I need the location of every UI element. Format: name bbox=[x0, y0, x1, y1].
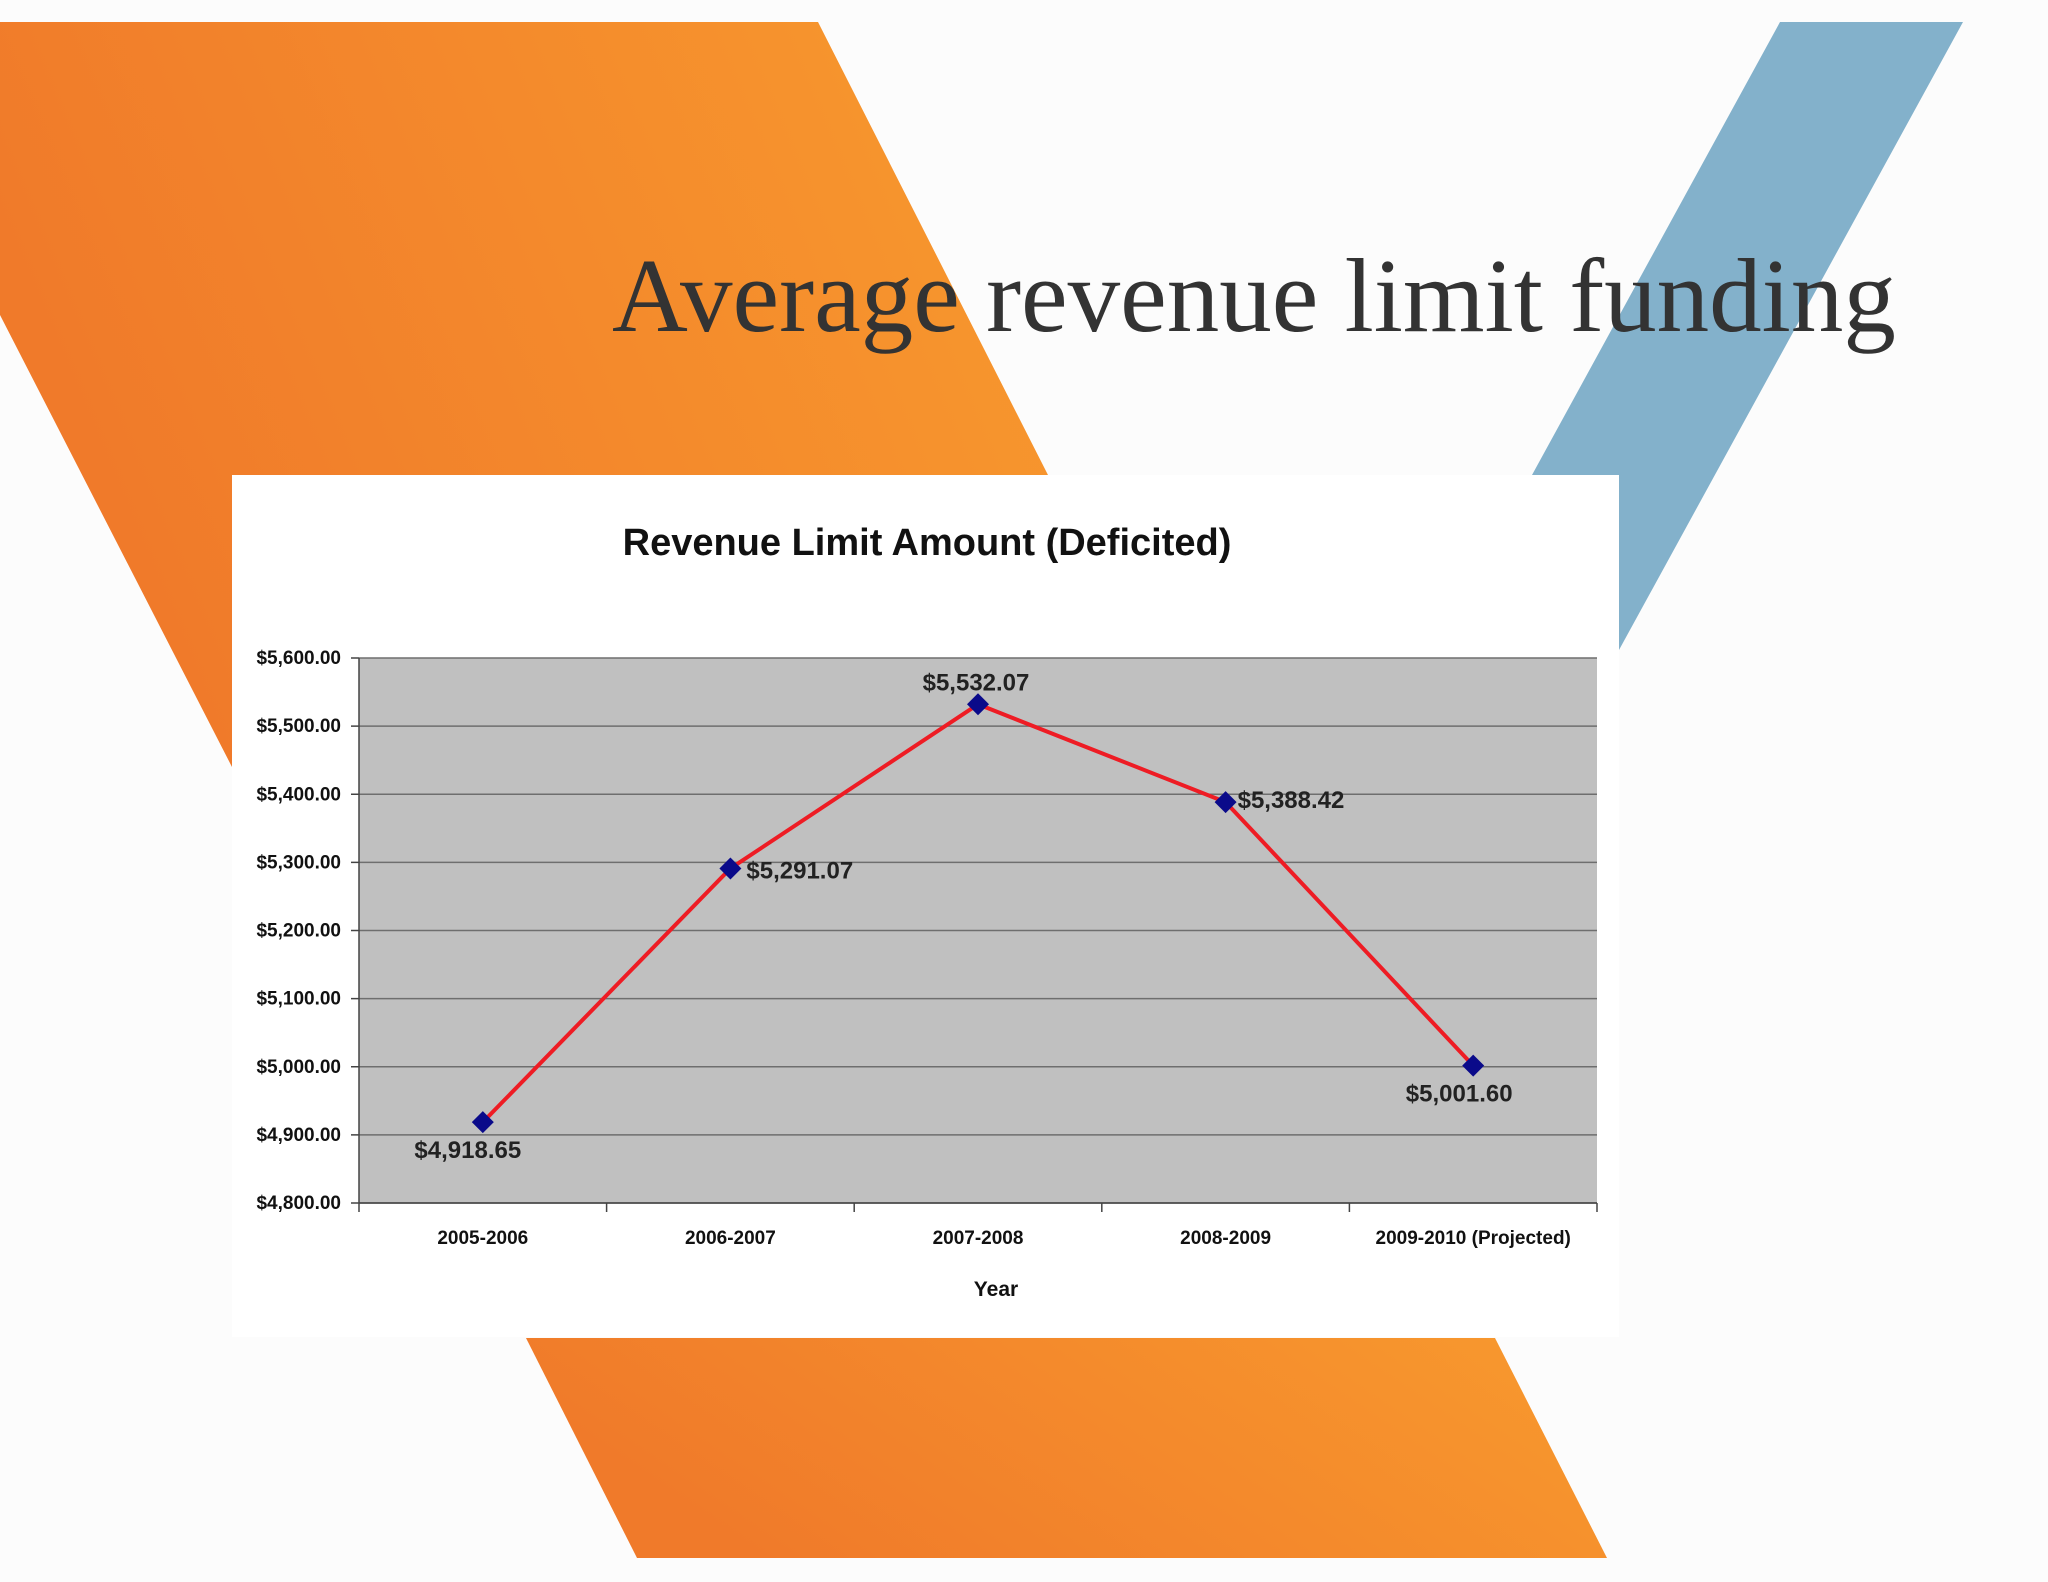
data-point-marker bbox=[471, 1111, 494, 1134]
chart-panel: Revenue Limit Amount (Deficited) $5,600.… bbox=[232, 475, 1619, 1337]
x-axis-ticks: 2005-2006 2006-2007 2007-2008 2008-2009 2009… bbox=[358, 1203, 1598, 1249]
x-tick-label: 2006-2007 bbox=[685, 1228, 776, 1249]
data-series bbox=[471, 693, 1485, 1134]
x-axis-title: Year bbox=[974, 1278, 1018, 1301]
data-label: $5,388.42 bbox=[1238, 787, 1345, 814]
data-point-marker bbox=[1462, 1054, 1485, 1077]
y-tick-label: $5,600.00 bbox=[256, 648, 341, 669]
x-tick-label: 2005-2006 bbox=[437, 1228, 528, 1249]
y-tick-label: $4,900.00 bbox=[256, 1125, 341, 1146]
data-label: $5,291.07 bbox=[746, 857, 853, 884]
chart-title: Revenue Limit Amount (Deficited) bbox=[623, 522, 1232, 564]
x-tick-label: 2008-2009 bbox=[1180, 1228, 1271, 1249]
y-tick-label: $5,400.00 bbox=[256, 784, 341, 805]
orange-top-shape bbox=[0, 22, 1048, 767]
data-point-marker bbox=[1214, 791, 1237, 814]
y-tick-label: $5,500.00 bbox=[256, 716, 341, 737]
orange-bottom-shape bbox=[526, 1338, 1607, 1558]
y-tick-label: $5,100.00 bbox=[256, 989, 341, 1010]
y-tick-label: $5,000.00 bbox=[256, 1057, 341, 1078]
gridlines bbox=[359, 657, 1597, 1204]
data-label: $5,532.07 bbox=[923, 669, 1030, 696]
y-axis-ticks: $5,600.00 $5,500.00 $5,400.00 $5,300.00 $5,2… bbox=[256, 648, 359, 1214]
data-point-marker bbox=[719, 857, 742, 880]
blue-accent-shape bbox=[1532, 22, 1963, 650]
data-point-marker bbox=[967, 693, 989, 716]
revenue-line-chart: Revenue Limit Amount (Deficited) $5,600.… bbox=[256, 522, 1598, 1301]
x-tick-label: 2007-2008 bbox=[933, 1228, 1024, 1249]
slide-title: Average revenue limit funding bbox=[612, 237, 1896, 354]
data-label: $4,918.65 bbox=[414, 1137, 521, 1164]
x-tick-label: 2009-2010 (Projected) bbox=[1376, 1228, 1571, 1249]
y-tick-label: $4,800.00 bbox=[256, 1193, 341, 1214]
y-tick-label: $5,200.00 bbox=[256, 921, 341, 942]
data-labels: $4,918.65 $5,291.07 $5,532.07 $5,388.42 $5,0… bbox=[414, 669, 1512, 1164]
data-label: $5,001.60 bbox=[1406, 1081, 1513, 1108]
y-tick-label: $5,300.00 bbox=[256, 852, 341, 873]
